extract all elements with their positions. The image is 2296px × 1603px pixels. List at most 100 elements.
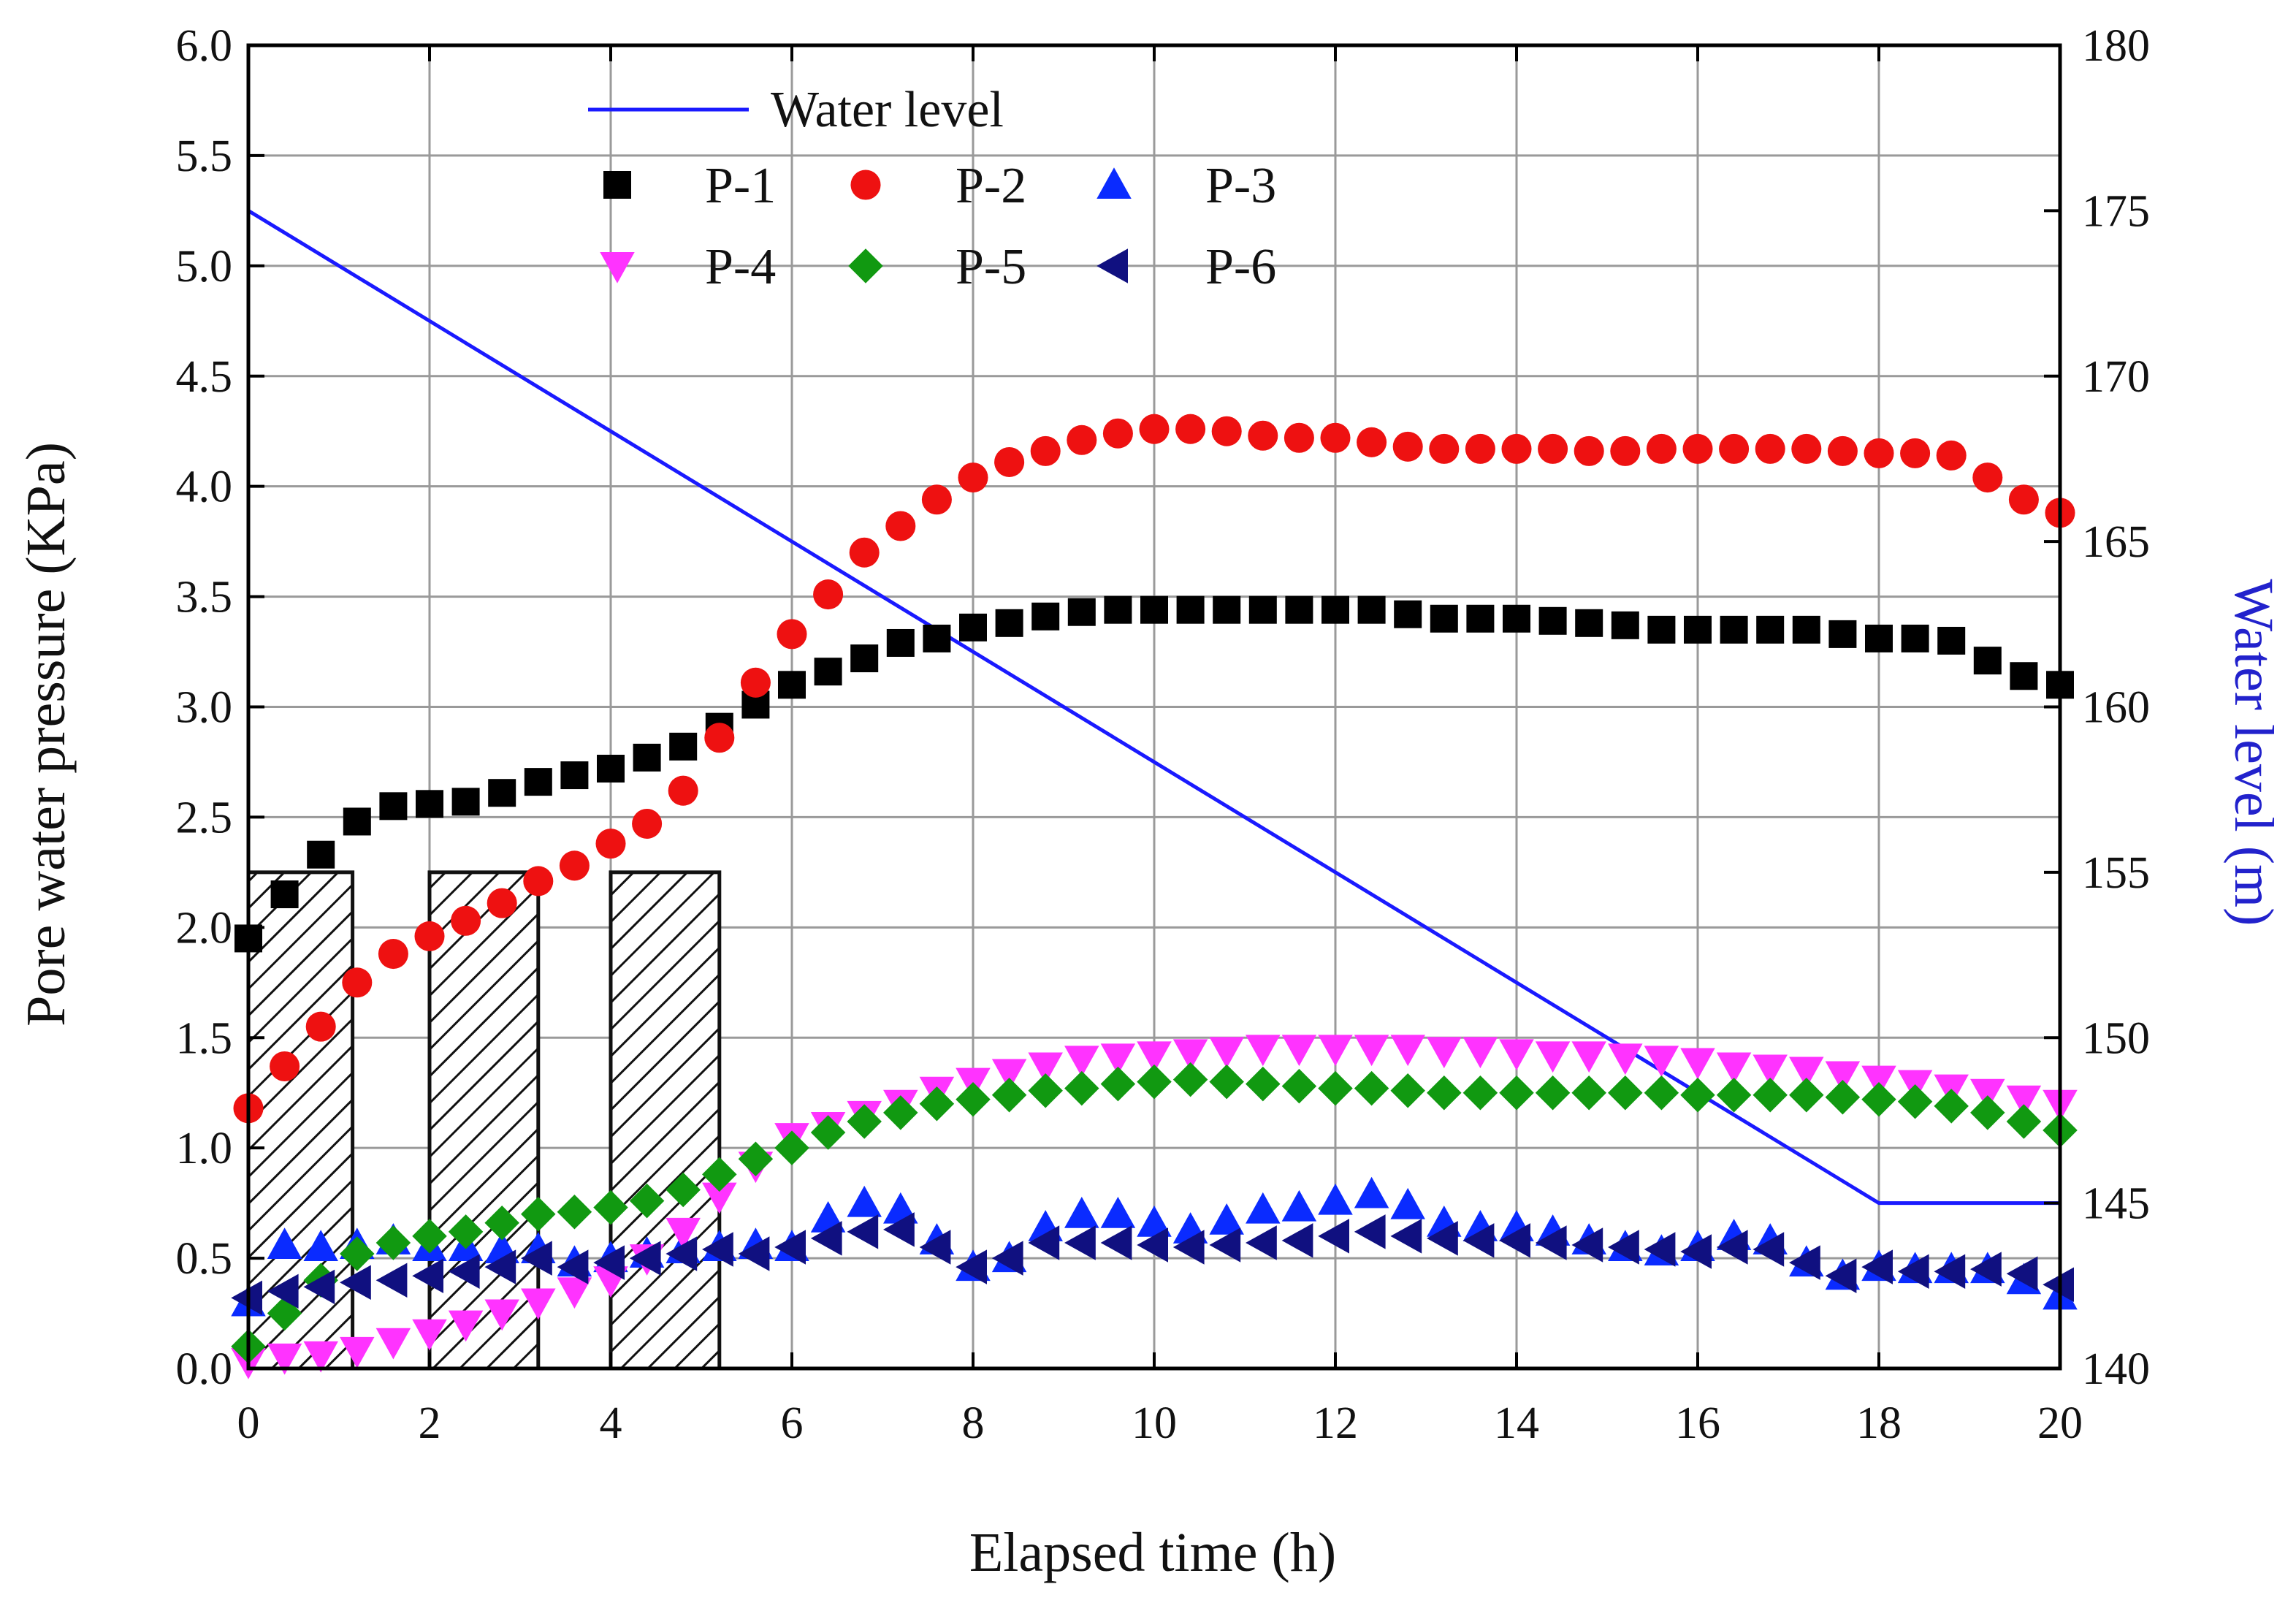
x-tick-label: 4 bbox=[600, 1398, 622, 1448]
point-p-6 bbox=[484, 1249, 516, 1284]
point-p-2 bbox=[1248, 420, 1278, 451]
point-p-5 bbox=[1137, 1064, 1172, 1100]
y-tick-label: 1.5 bbox=[176, 1013, 233, 1063]
point-p-1 bbox=[1104, 595, 1132, 624]
series-p-2 bbox=[233, 414, 2075, 1124]
point-p-2 bbox=[595, 829, 626, 859]
series-p-6 bbox=[231, 1212, 2074, 1316]
point-p-4 bbox=[1100, 1043, 1136, 1075]
point-p-2 bbox=[1610, 435, 1641, 466]
point-p-6 bbox=[1680, 1234, 1712, 1269]
x-tick-label: 16 bbox=[1675, 1398, 1720, 1448]
point-p-5 bbox=[1028, 1073, 1063, 1108]
point-p-6 bbox=[738, 1236, 770, 1271]
water-level-series bbox=[247, 209, 2060, 1206]
point-p-5 bbox=[1172, 1062, 1208, 1097]
point-p-1 bbox=[1466, 604, 1495, 633]
x-tick-label: 18 bbox=[1856, 1398, 1902, 1448]
legend-water-level-label: Water level bbox=[771, 82, 1004, 138]
point-p-1 bbox=[1937, 626, 1966, 655]
point-p-2 bbox=[740, 667, 771, 698]
point-p-5 bbox=[1246, 1066, 1281, 1102]
point-p-5 bbox=[629, 1183, 665, 1219]
point-p-6 bbox=[1209, 1227, 1241, 1263]
point-p-5 bbox=[1281, 1068, 1317, 1104]
point-p-4 bbox=[1680, 1048, 1715, 1080]
point-p-5 bbox=[1861, 1082, 1896, 1117]
y-tick-label: 2.0 bbox=[176, 903, 233, 953]
y-tick-label: 2.5 bbox=[176, 793, 233, 842]
point-p-1 bbox=[959, 613, 987, 641]
x-tick-label: 14 bbox=[1494, 1398, 1539, 1448]
point-p-1 bbox=[1140, 595, 1168, 624]
point-p-6 bbox=[1608, 1230, 1639, 1265]
point-p-4 bbox=[702, 1182, 737, 1214]
point-p-1 bbox=[597, 755, 625, 783]
point-p-4 bbox=[484, 1299, 519, 1331]
x-tick-label: 10 bbox=[1132, 1398, 1177, 1448]
point-p-1 bbox=[416, 790, 443, 818]
point-p-5 bbox=[340, 1236, 375, 1271]
point-p-5 bbox=[1970, 1095, 2005, 1130]
point-p-5 bbox=[738, 1141, 774, 1177]
legend-marker-p-4 bbox=[600, 252, 635, 283]
point-p-6 bbox=[412, 1258, 443, 1293]
point-p-5 bbox=[810, 1115, 846, 1150]
legend-label-p-2: P-2 bbox=[956, 158, 1026, 214]
point-p-2 bbox=[813, 579, 844, 610]
point-p-5 bbox=[1535, 1075, 1571, 1111]
point-p-2 bbox=[1139, 414, 1170, 444]
point-p-1 bbox=[451, 788, 480, 816]
series-p-5 bbox=[231, 1062, 2078, 1364]
point-p-6 bbox=[774, 1230, 806, 1265]
point-p-4 bbox=[1064, 1046, 1099, 1078]
point-p-5 bbox=[1064, 1070, 1099, 1106]
y2-tick-label: 140 bbox=[2082, 1344, 2150, 1394]
point-p-5 bbox=[2006, 1104, 2042, 1139]
point-p-3 bbox=[1064, 1196, 1099, 1228]
point-p-3 bbox=[1354, 1176, 1389, 1208]
point-p-2 bbox=[1392, 431, 1423, 462]
point-p-4 bbox=[303, 1341, 338, 1373]
point-p-6 bbox=[1644, 1232, 1676, 1267]
x-tick-label: 20 bbox=[2037, 1398, 2083, 1448]
point-p-4 bbox=[1281, 1035, 1317, 1067]
data-points bbox=[231, 414, 2078, 1379]
point-p-4 bbox=[1716, 1052, 1752, 1084]
point-p-1 bbox=[1285, 595, 1313, 624]
point-p-4 bbox=[991, 1059, 1027, 1091]
point-p-6 bbox=[1281, 1223, 1313, 1258]
point-p-5 bbox=[1825, 1079, 1861, 1115]
point-p-5 bbox=[702, 1157, 737, 1192]
point-p-1 bbox=[669, 732, 698, 761]
point-p-4 bbox=[521, 1288, 556, 1320]
point-p-1 bbox=[1901, 624, 1929, 652]
point-p-6 bbox=[1861, 1249, 1893, 1284]
legend-label-p-3: P-3 bbox=[1205, 158, 1276, 214]
point-p-1 bbox=[1538, 606, 1567, 635]
point-p-3 bbox=[1209, 1203, 1244, 1235]
point-p-6 bbox=[847, 1214, 879, 1249]
point-p-1 bbox=[1611, 611, 1639, 639]
point-p-2 bbox=[1900, 438, 1931, 468]
point-p-5 bbox=[412, 1219, 447, 1254]
y-tick-label: 5.0 bbox=[176, 242, 233, 292]
y-tick-label: 0.5 bbox=[176, 1234, 233, 1284]
x-tick-label: 8 bbox=[962, 1398, 985, 1448]
point-p-4 bbox=[1535, 1041, 1571, 1073]
point-p-2 bbox=[1574, 435, 1604, 466]
x-tick-label: 0 bbox=[237, 1398, 260, 1448]
legend-marker-p-5 bbox=[848, 248, 883, 283]
y2-tick-label: 165 bbox=[2082, 517, 2150, 567]
point-p-4 bbox=[1209, 1037, 1244, 1069]
point-p-1 bbox=[1684, 615, 1712, 644]
point-p-4 bbox=[557, 1277, 592, 1309]
legend-label-p-1: P-1 bbox=[705, 158, 776, 214]
x-tick-label: 12 bbox=[1313, 1398, 1358, 1448]
y2-tick-label: 160 bbox=[2082, 683, 2150, 733]
point-p-6 bbox=[1462, 1223, 1495, 1258]
y-tick-label: 5.5 bbox=[176, 132, 233, 181]
y2-tick-label: 180 bbox=[2082, 21, 2150, 71]
point-p-6 bbox=[1246, 1225, 1277, 1260]
point-p-2 bbox=[704, 723, 735, 753]
